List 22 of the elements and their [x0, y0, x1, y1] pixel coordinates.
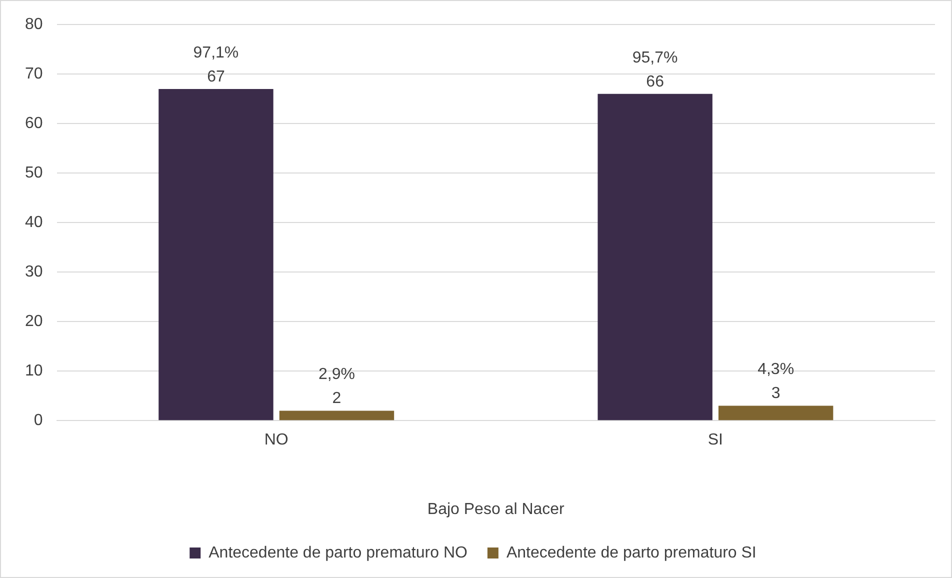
y-tick-label: 20 [25, 313, 43, 330]
bar [718, 406, 834, 420]
y-tick-label: 30 [25, 264, 43, 281]
data-label: 4,3% 3 [758, 361, 794, 402]
y-tick-label: 10 [25, 362, 43, 380]
x-axis-title: Bajo Peso al Nacer [427, 500, 566, 518]
legend-label: Antecedente de parto prematuro SI [506, 544, 756, 562]
bar [158, 88, 274, 420]
y-tick-label: 40 [25, 214, 43, 232]
y-tick-label: 0 [34, 412, 43, 430]
bar [279, 410, 394, 420]
x-tick-label: SI [708, 432, 724, 449]
bar [598, 94, 712, 420]
y-tick-label: 60 [25, 115, 43, 132]
legend-label: Antecedente de parto prematuro NO [208, 544, 468, 562]
y-tick-label: 70 [25, 66, 43, 83]
data-label: 95,7% 66 [632, 49, 678, 90]
x-tick-label: NO [264, 432, 288, 449]
data-label: 97,1% 67 [193, 44, 239, 86]
y-tick-label: 50 [25, 164, 43, 182]
y-tick-label: 80 [25, 16, 43, 34]
data-label: 2,9% 2 [318, 366, 355, 408]
